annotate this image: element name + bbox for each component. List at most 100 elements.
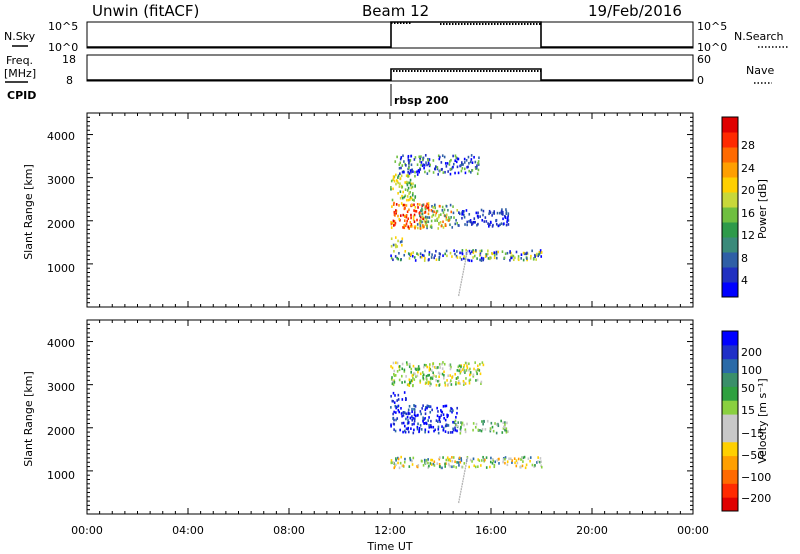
nsearch-label: N.Search — [734, 30, 784, 43]
scatter-cell — [438, 418, 441, 422]
scatter-cell — [413, 422, 415, 426]
scatter-cell — [459, 495, 461, 498]
scatter-cell — [468, 161, 470, 165]
scatter-cell — [462, 383, 465, 386]
scatter-cell — [436, 414, 439, 418]
scatter-cell — [462, 379, 465, 383]
scatter-cell — [458, 456, 461, 460]
scatter-cell — [411, 254, 414, 258]
scatter-cell — [397, 214, 399, 218]
scatter-cell — [440, 224, 443, 228]
scatter-cell — [442, 405, 445, 408]
scatter-cell — [393, 401, 396, 404]
scatter-cell — [411, 185, 414, 189]
scatter-cell — [444, 418, 447, 422]
scatter-cell — [481, 218, 484, 222]
nsky-tick-right-bottom: 10^0 — [697, 41, 727, 54]
scatter-cell — [445, 213, 448, 217]
scatter-cell — [463, 268, 465, 271]
xtick-0800: 08:00 — [273, 524, 305, 537]
scatter-cell — [459, 288, 461, 291]
scatter-cell — [415, 375, 417, 379]
scatter-cell — [445, 165, 448, 168]
velocity-colorbar: 200 100 50 15 −15 −50 −100 −200 Velocity… — [721, 330, 771, 512]
colorbar-swatch — [722, 386, 738, 401]
scatter-cell — [430, 376, 432, 380]
scatter-cell — [435, 419, 438, 422]
scatter-cell — [392, 175, 395, 178]
scatter-cell — [412, 192, 414, 195]
scatter-cell — [423, 225, 425, 229]
scatter-cell — [405, 214, 408, 217]
scatter-cell — [423, 363, 426, 367]
scatter-cell — [426, 172, 429, 175]
scatter-cell — [421, 253, 424, 257]
scatter-cell — [406, 422, 409, 425]
scatter-cell — [390, 406, 392, 409]
scatter-cell — [525, 252, 528, 256]
scatter-cell — [438, 457, 441, 461]
scatter-cell — [405, 164, 407, 167]
scatter-cell — [506, 421, 508, 425]
colorbar-swatch — [722, 192, 738, 208]
scatter-cell — [444, 404, 446, 408]
scatter-cell — [454, 171, 456, 175]
scatter-cell — [475, 249, 477, 252]
scatter-cell — [408, 378, 411, 382]
scatter-cell — [413, 404, 416, 408]
power-panel: 4000 3000 2000 1000 Slant Range [km] — [22, 112, 694, 308]
scatter-cell — [393, 428, 395, 431]
scatter-cell — [411, 463, 414, 466]
scatter-cell — [451, 255, 453, 258]
scatter-cell — [411, 193, 414, 197]
colorbar-swatch — [722, 207, 738, 223]
scatter-cell — [413, 372, 415, 375]
scatter-cell — [399, 258, 402, 262]
scatter-cell — [417, 253, 420, 257]
scatter-cell — [427, 202, 430, 205]
scatter-cell — [412, 170, 414, 173]
scatter-cell — [502, 421, 505, 425]
scatter-cell — [392, 412, 394, 416]
scatter-cell — [452, 211, 455, 215]
nsky-tick-left-bottom: 10^0 — [48, 41, 78, 54]
scatter-cell — [427, 212, 430, 216]
scatter-cell — [450, 365, 452, 369]
scatter-cell — [444, 252, 446, 256]
scatter-cell — [428, 366, 431, 369]
scatter-cell — [424, 249, 426, 253]
scatter-cell — [402, 464, 405, 468]
scatter-cell — [397, 174, 400, 178]
scatter-cell — [467, 165, 469, 169]
scatter-cell — [400, 455, 402, 459]
scatter-cell — [416, 374, 419, 378]
scatter-cell — [396, 180, 399, 183]
scatter-cell — [441, 209, 444, 212]
scatter-cell — [452, 165, 454, 169]
scatter-cell — [472, 457, 475, 461]
scatter-cell — [397, 457, 400, 461]
scatter-cell — [489, 256, 492, 260]
scatter-cell — [400, 202, 403, 205]
scatter-cell — [472, 256, 474, 259]
scatter-cell — [477, 162, 479, 165]
scatter-cell — [434, 167, 436, 171]
scatter-cell — [449, 203, 452, 207]
scatter-cell — [423, 254, 425, 258]
freq-series-line — [87, 68, 693, 81]
scatter-cell — [437, 427, 440, 431]
scatter-cell — [507, 223, 510, 226]
scatter-cell — [399, 240, 402, 244]
scatter-cell — [431, 458, 434, 462]
scatter-cell — [462, 257, 465, 260]
scatter-cell — [513, 457, 516, 460]
colorbar-swatch — [722, 282, 738, 298]
scatter-cell — [452, 162, 455, 166]
scatter-cell — [466, 250, 468, 253]
scatter-cell — [418, 170, 421, 174]
scatter-cell — [419, 224, 422, 227]
scatter-cell — [451, 465, 453, 469]
scatter-cell — [469, 372, 472, 376]
scatter-cell — [416, 465, 419, 469]
scatter-cell — [515, 250, 518, 254]
